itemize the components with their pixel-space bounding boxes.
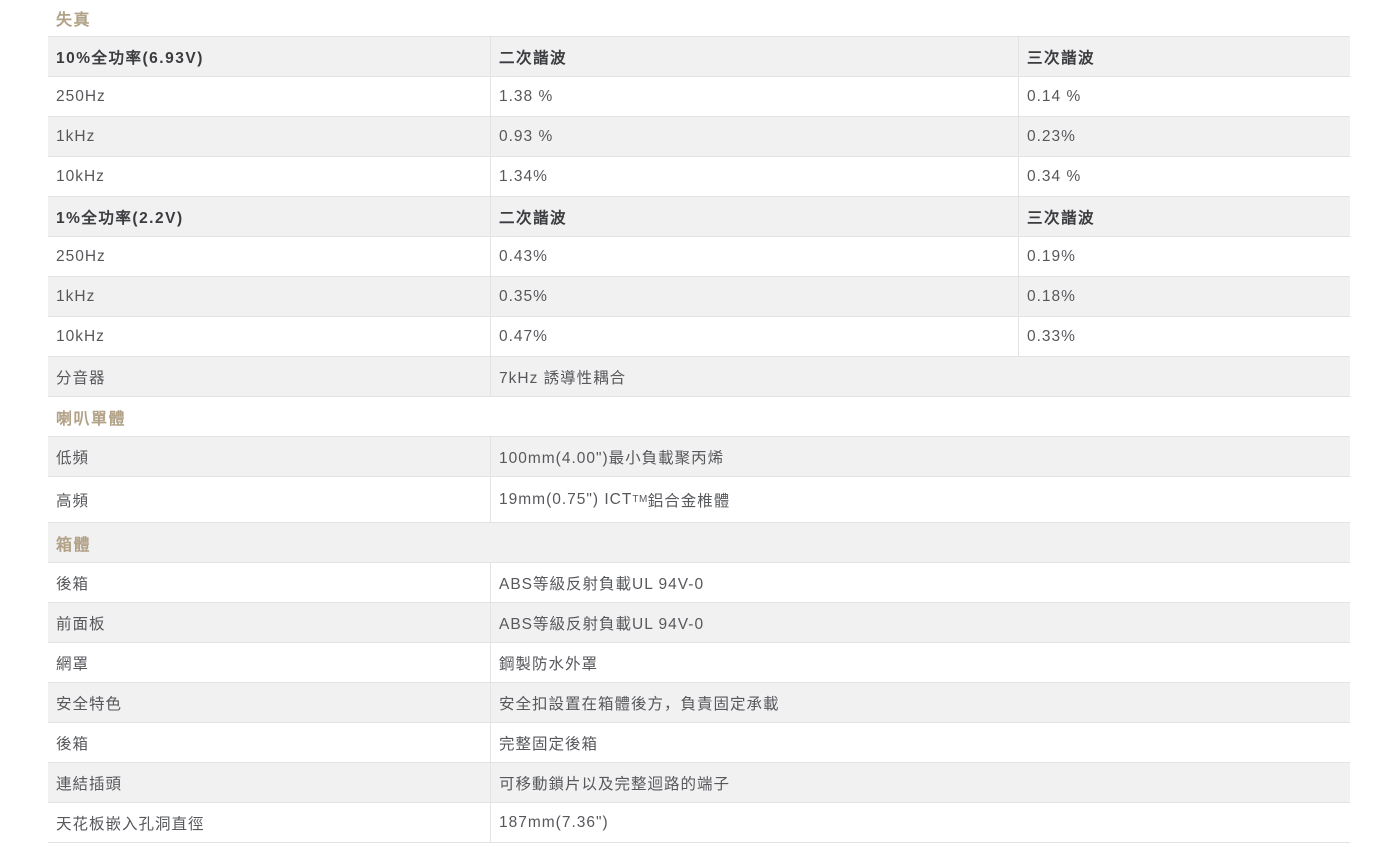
spec-value-text: 19mm(0.75") ICT bbox=[499, 490, 633, 508]
spec-value: 鋼製防水外罩 bbox=[499, 655, 599, 673]
spec-value: 7kHz 誘導性耦合 bbox=[499, 369, 627, 387]
table-row-250hz: 250Hz 0.43% 0.19% bbox=[48, 237, 1350, 277]
section-title-drivers: 喇叭單體 bbox=[56, 410, 127, 428]
column-header-condition: 10%全功率(6.93V) bbox=[48, 37, 491, 76]
spec-label: 250Hz bbox=[48, 77, 491, 116]
table-row-crossover: 分音器 7kHz 誘導性耦合 bbox=[48, 357, 1350, 397]
spec-label: 安全特色 bbox=[48, 683, 491, 722]
spec-label: 10kHz bbox=[48, 317, 491, 356]
column-header-third-harmonic: 三次諧波 bbox=[1027, 209, 1096, 227]
spec-label: 低頻 bbox=[48, 437, 491, 476]
row-header-10pct-full-power: 10%全功率(6.93V) 二次諧波 三次諧波 bbox=[48, 37, 1350, 77]
spec-value: 187mm(7.36") bbox=[499, 813, 609, 831]
spec-value-third-harmonic: 0.23% bbox=[1027, 127, 1076, 145]
column-header-condition: 1%全功率(2.2V) bbox=[48, 197, 491, 236]
spec-value: 可移動鎖片以及完整迴路的端子 bbox=[499, 775, 731, 793]
table-row-front-baffle: 前面板 ABS等級反射負載UL 94V-0 bbox=[48, 603, 1350, 643]
spec-label: 後箱 bbox=[48, 723, 491, 762]
table-row-grille: 網罩 鋼製防水外罩 bbox=[48, 643, 1350, 683]
spec-value-second-harmonic: 0.35% bbox=[491, 277, 1019, 316]
section-row-drivers: 喇叭單體 bbox=[48, 397, 1350, 437]
column-header-second-harmonic: 二次諧波 bbox=[491, 197, 1019, 236]
spec-label: 1kHz bbox=[48, 117, 491, 156]
spec-value-second-harmonic: 0.43% bbox=[491, 237, 1019, 276]
spec-value: 19mm(0.75") ICT TM 鋁合金椎體 bbox=[499, 490, 731, 510]
table-row-1khz: 1kHz 0.35% 0.18% bbox=[48, 277, 1350, 317]
table-row-ceiling-cutout: 天花板嵌入孔洞直徑 187mm(7.36") bbox=[48, 803, 1350, 843]
table-row-250hz: 250Hz 1.38 % 0.14 % bbox=[48, 77, 1350, 117]
spec-label: 網罩 bbox=[48, 643, 491, 682]
spec-value-second-harmonic: 0.93 % bbox=[491, 117, 1019, 156]
spec-value-third-harmonic: 0.14 % bbox=[1027, 87, 1082, 105]
spec-label: 10kHz bbox=[48, 157, 491, 196]
spec-label: 後箱 bbox=[48, 563, 491, 602]
spec-value-third-harmonic: 0.33% bbox=[1027, 327, 1076, 345]
spec-value: ABS等級反射負載UL 94V-0 bbox=[499, 615, 705, 633]
table-row-rear-enclosure: 後箱 ABS等級反射負載UL 94V-0 bbox=[48, 563, 1350, 603]
spec-value-third-harmonic: 0.18% bbox=[1027, 287, 1076, 305]
table-row-10khz: 10kHz 0.47% 0.33% bbox=[48, 317, 1350, 357]
section-title-enclosure: 箱體 bbox=[56, 536, 92, 554]
spec-label: 前面板 bbox=[48, 603, 491, 642]
section-row-enclosure: 箱體 bbox=[48, 523, 1350, 563]
spec-label: 1kHz bbox=[48, 277, 491, 316]
spec-value-second-harmonic: 1.38 % bbox=[491, 77, 1019, 116]
spec-page: 失真 10%全功率(6.93V) 二次諧波 三次諧波 250Hz 1.38 % … bbox=[48, 0, 1350, 843]
row-header-1pct-full-power: 1%全功率(2.2V) 二次諧波 三次諧波 bbox=[48, 197, 1350, 237]
spec-label: 分音器 bbox=[48, 357, 491, 396]
spec-value-text: 鋁合金椎體 bbox=[647, 492, 731, 510]
spec-table: 10%全功率(6.93V) 二次諧波 三次諧波 250Hz 1.38 % 0.1… bbox=[48, 36, 1350, 843]
table-row-1khz: 1kHz 0.93 % 0.23% bbox=[48, 117, 1350, 157]
table-row-rear-can: 後箱 完整固定後箱 bbox=[48, 723, 1350, 763]
spec-value-third-harmonic: 0.34 % bbox=[1027, 167, 1082, 185]
column-header-second-harmonic: 二次諧波 bbox=[491, 37, 1019, 76]
spec-label: 天花板嵌入孔洞直徑 bbox=[48, 803, 491, 842]
spec-value: ABS等級反射負載UL 94V-0 bbox=[499, 575, 705, 593]
column-header-third-harmonic: 三次諧波 bbox=[1027, 49, 1096, 67]
section-title-distortion: 失真 bbox=[56, 12, 92, 29]
spec-value: 安全扣設置在箱體後方，負責固定承載 bbox=[499, 695, 780, 713]
spec-value-second-harmonic: 0.47% bbox=[491, 317, 1019, 356]
table-row-tweeter: 高頻 19mm(0.75") ICT TM 鋁合金椎體 bbox=[48, 477, 1350, 523]
spec-value: 完整固定後箱 bbox=[499, 735, 599, 753]
table-row-safety-feature: 安全特色 安全扣設置在箱體後方，負責固定承載 bbox=[48, 683, 1350, 723]
spec-label: 250Hz bbox=[48, 237, 491, 276]
table-row-woofer: 低頻 100mm(4.00")最小負載聚丙烯 bbox=[48, 437, 1350, 477]
table-row-connector: 連結插頭 可移動鎖片以及完整迴路的端子 bbox=[48, 763, 1350, 803]
spec-label: 連結插頭 bbox=[48, 763, 491, 802]
spec-value: 100mm(4.00")最小負載聚丙烯 bbox=[499, 449, 725, 467]
spec-value-second-harmonic: 1.34% bbox=[491, 157, 1019, 196]
spec-label: 高頻 bbox=[48, 477, 491, 522]
table-row-10khz: 10kHz 1.34% 0.34 % bbox=[48, 157, 1350, 197]
spec-value-third-harmonic: 0.19% bbox=[1027, 247, 1076, 265]
